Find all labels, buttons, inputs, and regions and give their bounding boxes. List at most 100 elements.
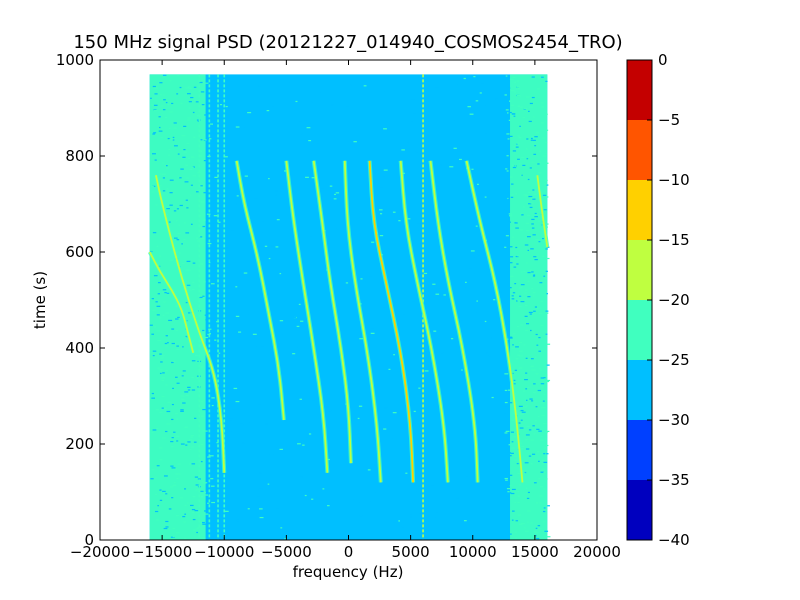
- noise-speck: [233, 387, 238, 390]
- noise-speck: [539, 161, 542, 163]
- noise-speck: [494, 98, 498, 100]
- noise-speck: [491, 396, 494, 399]
- band-edge-right: [510, 74, 548, 541]
- noise-speck: [486, 217, 489, 219]
- noise-speck: [176, 532, 180, 534]
- noise-speck: [258, 488, 263, 491]
- noise-speck: [515, 193, 518, 195]
- noise-speck: [533, 391, 536, 394]
- noise-speck: [541, 459, 545, 461]
- noise-speck: [286, 209, 291, 211]
- noise-speck: [290, 513, 293, 515]
- noise-speck: [458, 419, 461, 421]
- noise-speck: [267, 483, 270, 485]
- noise-speck: [192, 511, 195, 514]
- noise-speck: [369, 500, 372, 502]
- noise-speck: [268, 178, 270, 180]
- noise-speck: [382, 284, 385, 286]
- noise-speck: [532, 139, 536, 141]
- noise-speck: [507, 491, 510, 493]
- noise-speck: [524, 530, 529, 532]
- noise-speck: [311, 177, 316, 179]
- noise-speck: [440, 352, 444, 354]
- x-tick-label: 5000: [392, 543, 430, 561]
- noise-speck: [200, 460, 203, 463]
- noise-speck: [232, 196, 237, 198]
- noise-speck: [308, 140, 312, 142]
- noise-speck: [520, 301, 525, 303]
- noise-speck: [521, 445, 524, 448]
- noise-speck: [162, 490, 166, 493]
- noise-speck: [517, 158, 520, 160]
- noise-speck: [510, 492, 515, 495]
- noise-speck: [186, 260, 191, 262]
- noise-speck: [503, 412, 506, 414]
- noise-speck: [512, 333, 516, 335]
- noise-speck: [407, 142, 410, 144]
- noise-speck: [418, 229, 422, 231]
- noise-speck: [522, 116, 526, 119]
- noise-speck: [540, 402, 544, 404]
- noise-speck: [534, 136, 538, 138]
- noise-speck: [475, 225, 478, 227]
- noise-speck: [175, 220, 178, 222]
- noise-speck: [498, 528, 503, 530]
- noise-speck: [289, 313, 292, 315]
- noise-speck: [185, 444, 188, 446]
- noise-speck: [540, 379, 545, 381]
- noise-speck: [537, 220, 542, 222]
- noise-speck: [172, 139, 175, 141]
- noise-speck: [417, 333, 422, 335]
- noise-speck: [244, 480, 248, 482]
- noise-speck: [214, 216, 217, 218]
- noise-speck: [320, 196, 324, 199]
- noise-speck: [506, 170, 509, 172]
- noise-speck: [434, 516, 437, 518]
- noise-speck: [395, 209, 400, 211]
- noise-speck: [226, 331, 230, 334]
- noise-speck: [546, 184, 549, 186]
- noise-speck: [445, 528, 449, 530]
- noise-speck: [518, 163, 522, 165]
- noise-speck: [531, 96, 535, 99]
- noise-speck: [418, 387, 421, 389]
- noise-speck: [544, 223, 549, 225]
- noise-speck: [444, 515, 449, 517]
- noise-speck: [218, 87, 221, 89]
- noise-speck: [177, 316, 180, 319]
- noise-speck: [435, 86, 439, 88]
- noise-speck: [504, 401, 508, 404]
- noise-speck: [165, 493, 168, 495]
- noise-speck: [279, 190, 283, 192]
- noise-speck: [511, 441, 514, 443]
- noise-speck: [451, 338, 454, 340]
- noise-speck: [546, 343, 551, 345]
- noise-speck: [524, 289, 528, 291]
- trace-6: [343, 160, 382, 483]
- noise-speck: [477, 382, 481, 384]
- noise-speck: [216, 442, 219, 444]
- noise-speck: [214, 343, 218, 345]
- noise-speck: [218, 352, 221, 354]
- noise-speck: [296, 149, 300, 151]
- noise-speck: [173, 237, 178, 239]
- noise-speck: [527, 271, 531, 274]
- noise-speck: [177, 232, 181, 234]
- noise-speck: [210, 318, 214, 321]
- noise-speck: [520, 284, 525, 286]
- noise-speck: [470, 250, 475, 252]
- noise-speck: [379, 213, 383, 215]
- noise-speck: [365, 489, 368, 491]
- noise-speck: [540, 436, 543, 438]
- noise-speck: [216, 147, 220, 149]
- noise-speck: [419, 379, 421, 381]
- noise-speck: [169, 259, 174, 261]
- noise-speck: [409, 516, 413, 518]
- noise-speck: [516, 263, 519, 265]
- noise-speck: [358, 405, 363, 407]
- noise-speck: [525, 304, 528, 307]
- noise-speck: [518, 367, 523, 369]
- noise-speck: [515, 246, 518, 249]
- noise-speck: [427, 384, 432, 387]
- noise-speck: [305, 176, 309, 178]
